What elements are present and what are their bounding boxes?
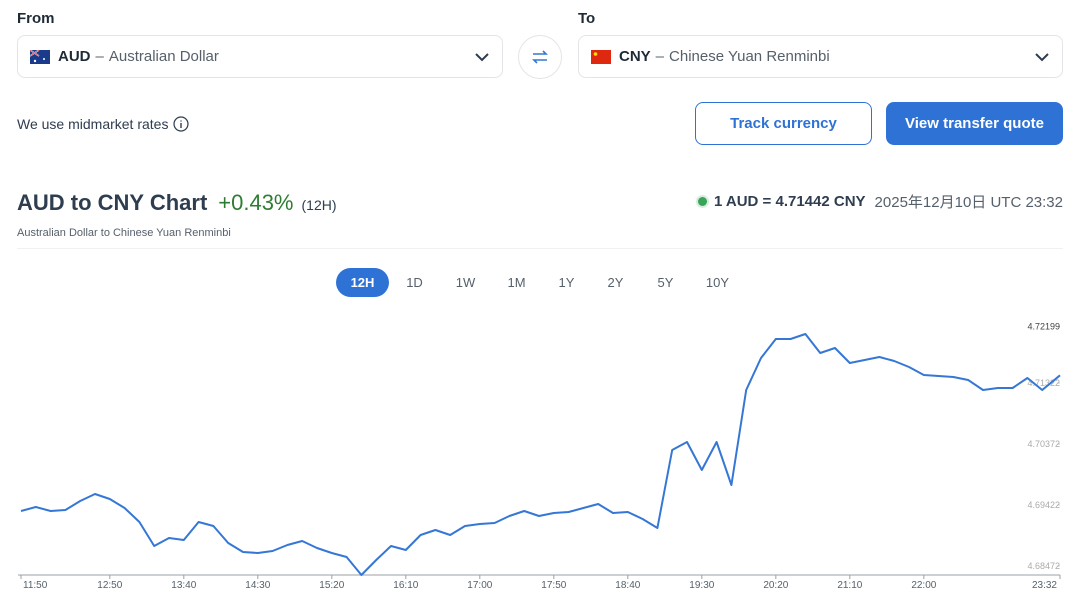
y-tick-label: 4.68472 xyxy=(1027,561,1060,571)
y-tick-label: 4.72199 xyxy=(1027,322,1060,332)
period: (12H) xyxy=(301,197,337,213)
y-tick-label: 4.69422 xyxy=(1027,500,1060,510)
swap-button[interactable] xyxy=(518,35,562,79)
rate: 1 AUD = 4.71442 CNY 2025年12月10日 UTC 23:3… xyxy=(697,191,1063,212)
from-name: Australian Dollar xyxy=(108,48,219,65)
quote-button[interactable]: View transfer quote xyxy=(886,102,1063,145)
x-tick-label: 11:50 xyxy=(23,580,48,591)
swap-icon xyxy=(532,50,548,64)
from-label: From xyxy=(17,10,55,27)
range-tab[interactable]: 1M xyxy=(507,275,526,290)
divider xyxy=(17,248,1063,249)
x-tick-label: 19:30 xyxy=(689,580,714,591)
range-tab[interactable]: 2Y xyxy=(607,275,624,290)
chevron xyxy=(475,53,489,62)
y-tick-label: 4.71322 xyxy=(1027,378,1060,388)
chart: 4.68472 4.69422 4.70372 4.71322 4.72199 11:50… xyxy=(18,322,1061,591)
x-tick-label: 15:20 xyxy=(319,580,344,591)
range-tabs: 12H 1D 1W 1M 1Y 2Y 5Y 10Y xyxy=(336,268,744,297)
x-tick-label: 21:10 xyxy=(837,580,862,591)
rate-text: 1 AUD = 4.71442 CNY xyxy=(713,193,866,210)
note: We use midmarket rates xyxy=(17,116,190,132)
chevron xyxy=(1035,53,1049,62)
from-sep: – xyxy=(95,48,104,65)
x-tick-label: 17:00 xyxy=(467,580,492,591)
from-code: AUD xyxy=(58,48,91,65)
change: +0.43% xyxy=(218,190,294,215)
live-dot xyxy=(697,197,707,206)
flag-au xyxy=(30,49,50,64)
x-tick-label: 12:50 xyxy=(97,580,122,591)
from-select[interactable]: AUD – Australian Dollar xyxy=(17,35,503,78)
x-tick-label: 20:20 xyxy=(763,580,788,591)
price-line xyxy=(20,333,1061,576)
rate-time: 2025年12月10日 UTC 23:32 xyxy=(874,194,1063,211)
x-tick-label: 23:32 xyxy=(1032,580,1057,591)
to-label: To xyxy=(578,10,596,27)
note-text: We use midmarket rates xyxy=(17,116,169,132)
to-sep: – xyxy=(655,48,665,65)
chart-subtitle: Australian Dollar to Chinese Yuan Renmin… xyxy=(17,227,231,239)
range-tab[interactable]: 1D xyxy=(406,275,423,290)
range-tab[interactable]: 5Y xyxy=(657,275,674,290)
range-tab[interactable]: 10Y xyxy=(705,275,730,290)
y-tick-label: 4.70372 xyxy=(1027,439,1060,449)
chart-title: AUD to CNY Chart xyxy=(17,190,208,215)
x-tick-label: 22:00 xyxy=(911,580,936,591)
x-tick-label: 16:10 xyxy=(393,580,418,591)
to-select[interactable]: CNY – Chinese Yuan Renminbi xyxy=(578,35,1063,78)
range-tab[interactable]: 12H xyxy=(336,268,389,297)
range-tab[interactable]: 1Y xyxy=(558,275,575,290)
x-tick-label: 13:40 xyxy=(171,580,196,591)
track-button[interactable]: Track currency xyxy=(695,102,872,145)
info-icon[interactable] xyxy=(173,116,190,132)
x-tick-label: 18:40 xyxy=(615,580,640,591)
chart-heading: AUD to CNY Chart +0.43% (12H) xyxy=(17,190,337,216)
to-name: Chinese Yuan Renminbi xyxy=(669,48,830,65)
x-tick-label: 14:30 xyxy=(245,580,270,591)
range-tab[interactable]: 1W xyxy=(455,275,476,290)
x-tick-label: 17:50 xyxy=(541,580,566,591)
flag-cn xyxy=(591,49,611,64)
to-code: CNY xyxy=(619,48,651,65)
